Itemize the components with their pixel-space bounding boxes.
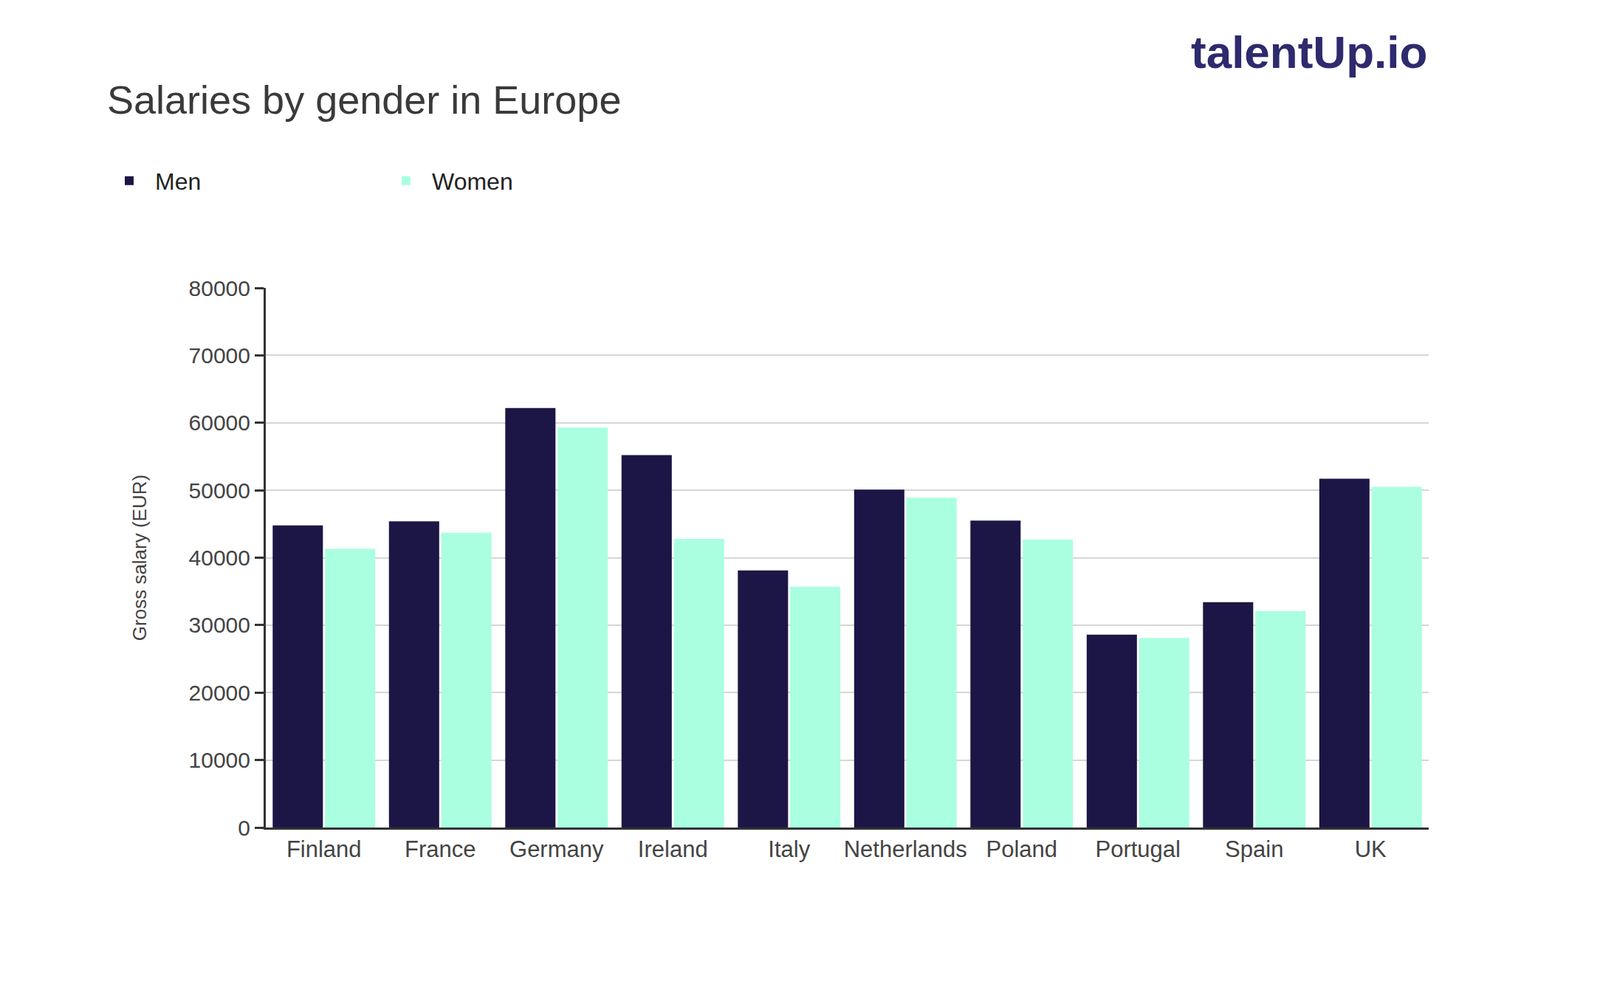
- svg-text:Women: Women: [431, 168, 514, 195]
- svg-text:Italy: Italy: [767, 836, 810, 863]
- svg-text:20000: 20000: [189, 680, 251, 706]
- svg-text:50000: 50000: [189, 478, 251, 503]
- svg-text:70000: 70000: [189, 343, 251, 368]
- svg-text:Spain: Spain: [1224, 836, 1284, 863]
- svg-text:60000: 60000: [189, 410, 251, 435]
- svg-text:Netherlands: Netherlands: [843, 836, 968, 863]
- svg-text:40000: 40000: [189, 545, 251, 571]
- svg-text:30000: 30000: [189, 612, 251, 638]
- svg-text:France: France: [404, 836, 476, 863]
- svg-text:talentUp.io: talentUp.io: [1190, 26, 1428, 78]
- svg-text:0: 0: [237, 815, 251, 841]
- svg-text:Portugal: Portugal: [1095, 836, 1181, 863]
- svg-text:Finland: Finland: [286, 836, 362, 863]
- svg-text:Germany: Germany: [509, 836, 604, 863]
- svg-text:Men: Men: [155, 168, 201, 195]
- svg-text:10000: 10000: [189, 747, 251, 773]
- svg-text:Salaries by gender in Europe: Salaries by gender in Europe: [107, 77, 621, 122]
- svg-text:Ireland: Ireland: [637, 836, 709, 863]
- svg-text:Gross salary (EUR): Gross salary (EUR): [128, 474, 151, 641]
- svg-text:UK: UK: [1354, 836, 1387, 863]
- svg-text:Poland: Poland: [985, 836, 1058, 863]
- svg-text:80000: 80000: [189, 276, 251, 301]
